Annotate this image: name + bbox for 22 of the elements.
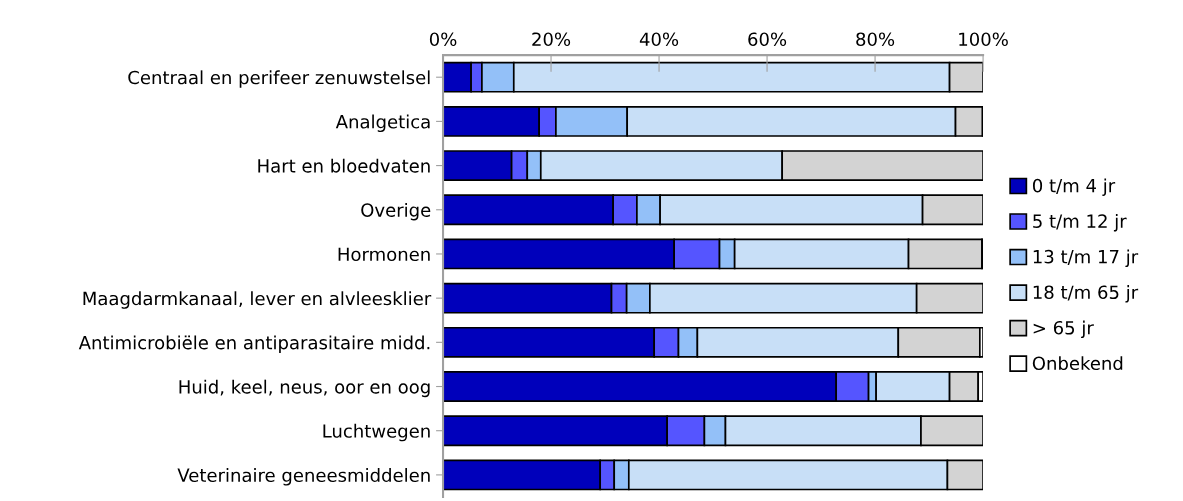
y-tick-label: Luchtwegen [323, 423, 430, 442]
legend-label: 5 t/m 12 jr [1033, 214, 1127, 232]
x-tick-label: 60% [748, 32, 787, 47]
legend-label: Onbekend [1032, 356, 1123, 371]
x-tick-label: 80% [856, 32, 895, 47]
legend-label: > 65 jr [1033, 320, 1094, 339]
y-tick-label: Veterinaire geneesmiddelen [177, 468, 430, 486]
legend-label: 0 t/m 4 jr [1032, 178, 1116, 196]
legend-label: 18 t/m 65 jr [1033, 285, 1139, 303]
y-tick-label: Hormonen [338, 247, 430, 262]
x-tick-label: 100% [959, 32, 1008, 47]
y-tick-label: Analgetica [335, 114, 430, 133]
x-tick-label: 40% [639, 32, 679, 47]
y-tick-label: Hart en bloedvaten [258, 158, 430, 173]
x-tick-label: 0% [429, 32, 457, 47]
x-tick-label: 20% [532, 32, 571, 47]
y-tick-label: Overige [361, 202, 431, 221]
y-tick-label: Huid, keel, neus, oor en oog [179, 379, 430, 398]
y-tick-label: Antimicrobiële en antiparasitaire midd. [78, 335, 430, 353]
legend-label: 13 t/m 17 jr [1033, 249, 1139, 268]
y-tick-label: Centraal en perifeer zenuwstelsel [128, 70, 430, 88]
y-tick-label: Maagdarmkanaal, lever en alvleesklier [83, 291, 432, 309]
